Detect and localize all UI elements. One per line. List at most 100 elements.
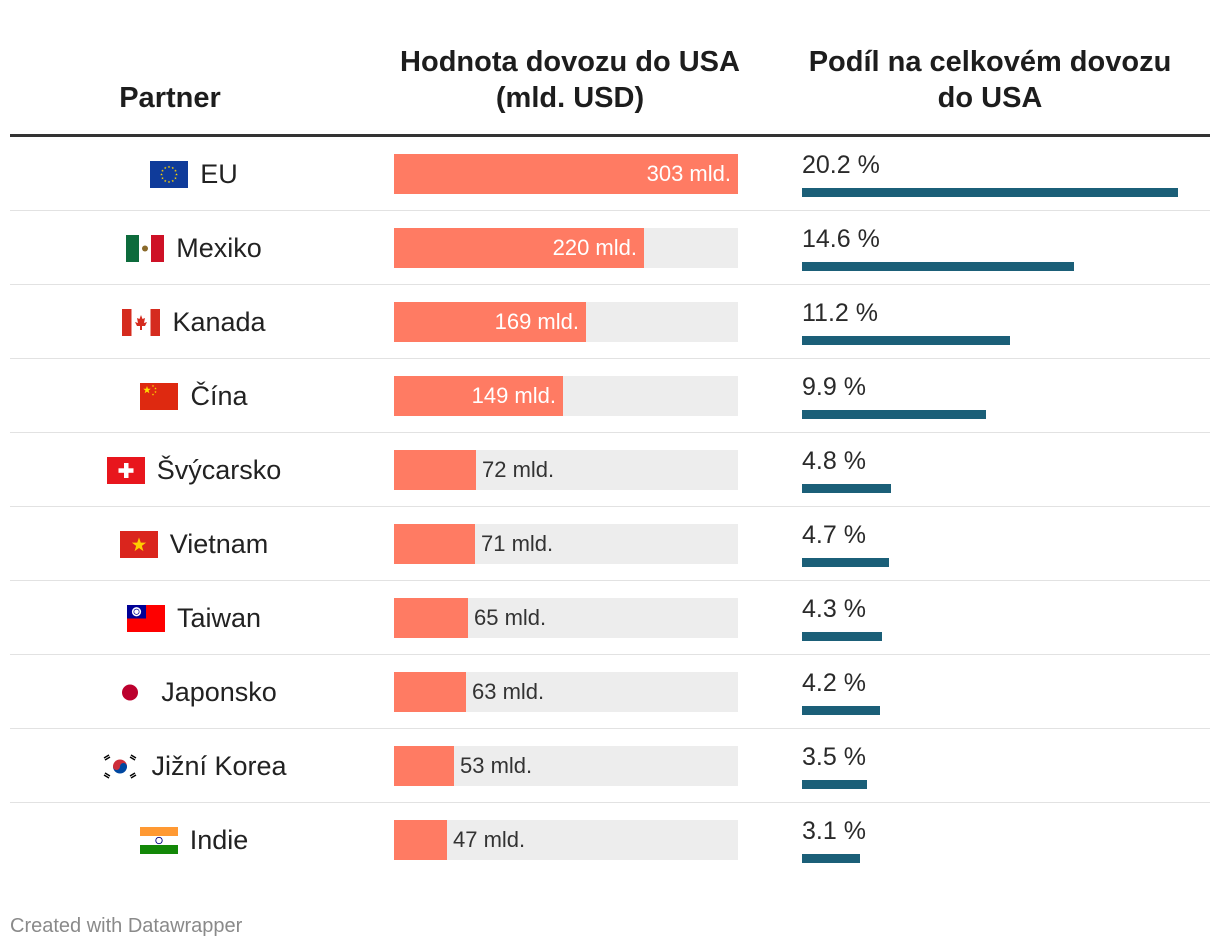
- partner-name: Švýcarsko: [156, 454, 282, 485]
- table-row: Švýcarsko 72 mld. 4.8 %: [10, 433, 1210, 507]
- india-flag-icon: [139, 826, 178, 854]
- credit-line: Created with Datawrapper: [10, 915, 243, 937]
- share-label: 4.8 %: [802, 447, 866, 475]
- value-bar: [394, 154, 738, 194]
- value-column-header: Hodnota dovozu do USA (mld. USD): [370, 44, 770, 116]
- partner-name: Indie: [189, 824, 249, 855]
- share-column-header: Podíl na celkovém dovozu do USA: [790, 44, 1190, 116]
- table-row: Vietnam 71 mld. 4.7 %: [10, 507, 1210, 581]
- value-label: 169 mld.: [494, 309, 579, 334]
- table-row: Jižní Korea 53 mld. 3.5 %: [10, 729, 1210, 803]
- south-korea-flag-icon: [101, 752, 140, 780]
- share-header-line1: Podíl na celkovém dovozu: [808, 46, 1172, 78]
- table-body: EU 303 mld. 20.2 % Mexiko 220 mld. 14.6 % Kana…: [10, 137, 1210, 877]
- value-bar: [394, 376, 563, 416]
- value-label: 303 mld.: [646, 161, 731, 186]
- share-bar: [802, 706, 880, 715]
- partner-cell: Jižní Korea: [10, 729, 378, 803]
- partner-name: Mexiko: [176, 232, 262, 263]
- table-row: Čína 149 mld. 9.9 %: [10, 359, 1210, 433]
- partner-name: Japonsko: [161, 676, 277, 707]
- partner-cell: Indie: [10, 803, 378, 877]
- value-label: 47 mld.: [453, 827, 526, 852]
- value-bar: [394, 524, 475, 564]
- partner-name: Taiwan: [176, 602, 262, 633]
- canada-flag-icon: [122, 308, 161, 336]
- table-header: Partner Hodnota dovozu do USA (mld. USD)…: [10, 0, 1210, 134]
- value-bar-track: 72 mld.: [394, 450, 738, 490]
- share-label: 3.1 %: [802, 817, 866, 845]
- share-header-line2: do USA: [937, 82, 1043, 114]
- value-bar-track: 47 mld.: [394, 820, 738, 860]
- value-bar: [394, 598, 468, 638]
- value-bar: [394, 450, 476, 490]
- partner-cell: Švýcarsko: [10, 433, 378, 507]
- vietnam-flag-icon: [119, 530, 158, 558]
- share-bar: [802, 632, 882, 641]
- eu-flag-icon: [150, 160, 189, 188]
- share-label: 3.5 %: [802, 743, 866, 771]
- share-bar: [802, 336, 1010, 345]
- china-flag-icon: [140, 382, 179, 410]
- japan-flag-icon: [111, 678, 150, 706]
- partner-cell: EU: [10, 137, 378, 211]
- value-label: 53 mld.: [460, 753, 533, 778]
- value-label: 72 mld.: [482, 457, 555, 482]
- partner-name: Kanada: [172, 306, 266, 337]
- partner-name: Jižní Korea: [151, 750, 287, 781]
- value-label: 65 mld.: [474, 605, 547, 630]
- value-label: 63 mld.: [472, 679, 545, 704]
- partner-cell: Kanada: [10, 285, 378, 359]
- share-bar: [802, 558, 889, 567]
- header-divider: [10, 134, 1210, 137]
- share-label: 4.7 %: [802, 521, 866, 549]
- value-bar: [394, 672, 466, 712]
- partner-cell: Mexiko: [10, 211, 378, 285]
- value-label: 71 mld.: [481, 531, 554, 556]
- partner-cell: Vietnam: [10, 507, 378, 581]
- partner-name: EU: [200, 158, 238, 189]
- value-bar-track: 220 mld.: [394, 228, 738, 268]
- value-bar-track: 303 mld.: [394, 154, 738, 194]
- value-bar: [394, 302, 586, 342]
- share-bar: [802, 410, 986, 419]
- share-bar: [802, 854, 860, 863]
- value-header-line2: (mld. USD): [495, 82, 645, 114]
- table-row: EU 303 mld. 20.2 %: [10, 137, 1210, 211]
- table-row: Japonsko 63 mld. 4.2 %: [10, 655, 1210, 729]
- partner-column-header: Partner: [119, 82, 221, 114]
- share-label: 20.2 %: [802, 151, 880, 179]
- share-label: 4.3 %: [802, 595, 866, 623]
- share-label: 4.2 %: [802, 669, 866, 697]
- partner-cell: Taiwan: [10, 581, 378, 655]
- table-row: Taiwan 65 mld. 4.3 %: [10, 581, 1210, 655]
- value-bar-track: 169 mld.: [394, 302, 738, 342]
- share-bar: [802, 188, 1178, 197]
- value-label: 149 mld.: [471, 383, 556, 408]
- partner-cell: Čína: [10, 359, 378, 433]
- value-bar: [394, 746, 454, 786]
- value-header-line1: Hodnota dovozu do USA: [400, 46, 740, 78]
- share-label: 11.2 %: [802, 299, 878, 327]
- share-label: 9.9 %: [802, 373, 866, 401]
- share-bar: [802, 262, 1074, 271]
- partner-cell: Japonsko: [10, 655, 378, 729]
- table-row: Mexiko 220 mld. 14.6 %: [10, 211, 1210, 285]
- table-row: Indie 47 mld. 3.1 %: [10, 803, 1210, 877]
- value-bar-track: 63 mld.: [394, 672, 738, 712]
- share-bar: [802, 484, 891, 493]
- share-bar: [802, 780, 867, 789]
- value-bar: [394, 820, 447, 860]
- switzerland-flag-icon: [106, 456, 145, 484]
- value-bar-track: 53 mld.: [394, 746, 738, 786]
- value-bar-track: 65 mld.: [394, 598, 738, 638]
- value-bar-track: 71 mld.: [394, 524, 738, 564]
- mexico-flag-icon: [126, 234, 165, 262]
- value-label: 220 mld.: [552, 235, 637, 260]
- partner-name: Čína: [190, 380, 248, 411]
- table-row: Kanada 169 mld. 11.2 %: [10, 285, 1210, 359]
- share-label: 14.6 %: [802, 225, 880, 253]
- taiwan-flag-icon: [126, 604, 165, 632]
- value-bar: [394, 228, 644, 268]
- partner-name: Vietnam: [169, 528, 269, 559]
